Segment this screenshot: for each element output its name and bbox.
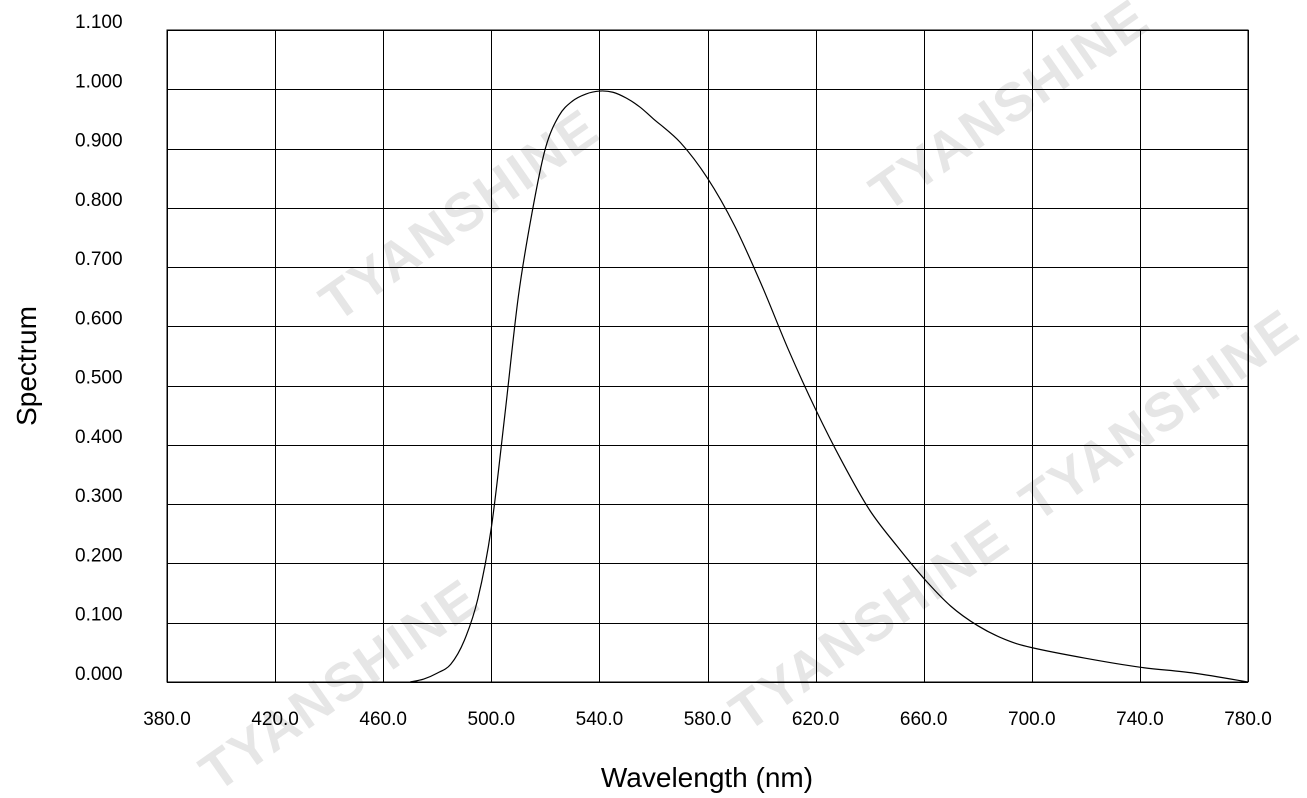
- x-tick-labels: 380.0 420.0 460.0 500.0 540.0 580.0 620.0 660.0…: [143, 709, 1272, 730]
- y-tick-label: 1.100: [75, 12, 123, 33]
- y-tick-label: 0.200: [75, 545, 123, 566]
- plot-frame: [166, 29, 1249, 683]
- x-tick-label: 740.0: [1116, 709, 1164, 730]
- watermark-text: TYANSHINE: [1009, 297, 1307, 533]
- watermark-text: TYANSHINE: [719, 507, 1020, 743]
- x-tick-label: 460.0: [359, 709, 407, 730]
- y-tick-label: 1.000: [75, 71, 123, 92]
- x-tick-label: 540.0: [576, 709, 624, 730]
- y-tick-label: 0.500: [75, 368, 123, 389]
- grid-layer: [167, 30, 1249, 683]
- x-axis-title: Wavelength (nm): [601, 762, 813, 793]
- y-tick-label: 0.600: [75, 308, 123, 329]
- x-tick-label: 620.0: [792, 709, 840, 730]
- x-tick-label: 500.0: [468, 709, 516, 730]
- y-tick-label: 0.000: [75, 664, 123, 685]
- x-tick-label: 780.0: [1224, 709, 1272, 730]
- y-tick-label: 0.300: [75, 486, 123, 507]
- y-tick-label: 0.900: [75, 131, 123, 152]
- y-tick-label: 0.100: [75, 605, 123, 626]
- x-tick-label: 660.0: [900, 709, 948, 730]
- y-tick-label: 0.400: [75, 427, 123, 448]
- y-axis-title: Spectrum: [11, 306, 42, 426]
- watermark-text: TYANSHINE: [309, 97, 610, 333]
- x-tick-label: 580.0: [684, 709, 732, 730]
- x-tick-label: 420.0: [251, 709, 299, 730]
- y-tick-labels: 0.000 0.100 0.200 0.300 0.400 0.500 0.600 0.700…: [75, 12, 123, 685]
- series-layer: [410, 90, 1249, 683]
- y-tick-label: 0.700: [75, 249, 123, 270]
- watermark-text: TYANSHINE: [859, 0, 1160, 223]
- spectrum-curve: [410, 90, 1249, 683]
- y-tick-label: 0.800: [75, 190, 123, 211]
- x-tick-label: 700.0: [1008, 709, 1056, 730]
- x-tick-label: 380.0: [143, 709, 191, 730]
